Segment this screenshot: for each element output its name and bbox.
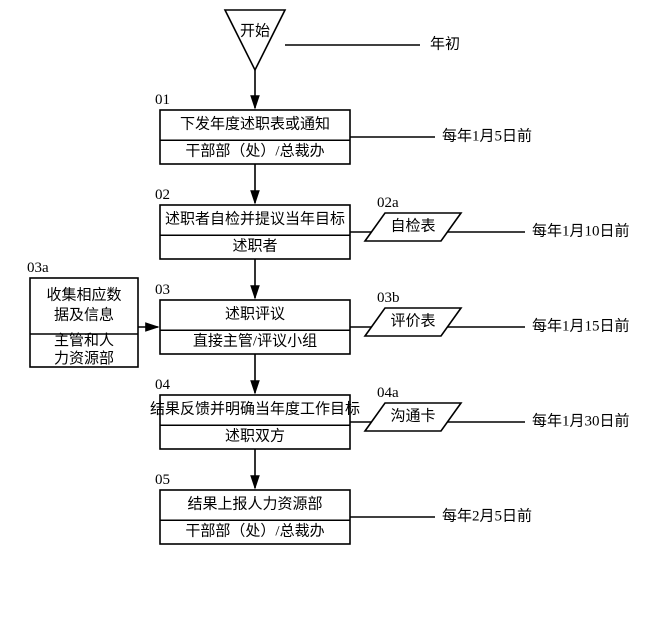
- process-bot-03: 直接主管/评议小组: [193, 333, 317, 350]
- aux-top1-03a: 收集相应数: [46, 285, 121, 303]
- process-top-01: 下发年度述职表或通知: [180, 116, 330, 133]
- aux-number-03a: 03a: [27, 260, 49, 276]
- time-label-05: 每年2月5日前: [442, 507, 532, 524]
- doc-text-02a: 自检表: [390, 217, 435, 234]
- aux-bot2-03a: 力资源部: [54, 350, 114, 367]
- process-top-03: 述职评议: [225, 306, 285, 323]
- step-number-01: 01: [155, 92, 170, 108]
- aux-top2-03a: 据及信息: [54, 306, 114, 323]
- process-bot-04: 述职双方: [225, 428, 285, 445]
- time-label-02: 每年1月10日前: [532, 222, 630, 239]
- step-number-05: 05: [155, 472, 170, 488]
- process-top-02: 述职者自检并提议当年目标: [165, 211, 345, 228]
- process-bot-01: 干部部（处）/总裁办: [185, 143, 324, 160]
- aux-bot1-03a: 主管和人: [54, 332, 114, 349]
- start-label: 开始: [240, 22, 270, 39]
- process-top-05: 结果上报人力资源部: [187, 496, 322, 513]
- time-label-03: 每年1月15日前: [532, 317, 630, 334]
- time-label-01: 每年1月5日前: [442, 127, 532, 144]
- doc-number-03b: 03b: [377, 290, 400, 306]
- process-top-04: 结果反馈并明确当年度工作目标: [150, 401, 360, 418]
- start-time-label: 年初: [430, 35, 460, 52]
- step-number-03: 03: [155, 282, 170, 298]
- doc-text-03b: 评价表: [390, 312, 435, 329]
- doc-number-04a: 04a: [377, 385, 399, 401]
- doc-text-04a: 沟通卡: [390, 407, 435, 424]
- step-number-02: 02: [155, 187, 170, 203]
- start-node: [225, 10, 285, 70]
- step-number-04: 04: [155, 377, 171, 393]
- process-bot-02: 述职者: [232, 238, 277, 255]
- process-bot-05: 干部部（处）/总裁办: [185, 523, 324, 540]
- doc-number-02a: 02a: [377, 195, 399, 211]
- time-label-04: 每年1月30日前: [532, 412, 630, 429]
